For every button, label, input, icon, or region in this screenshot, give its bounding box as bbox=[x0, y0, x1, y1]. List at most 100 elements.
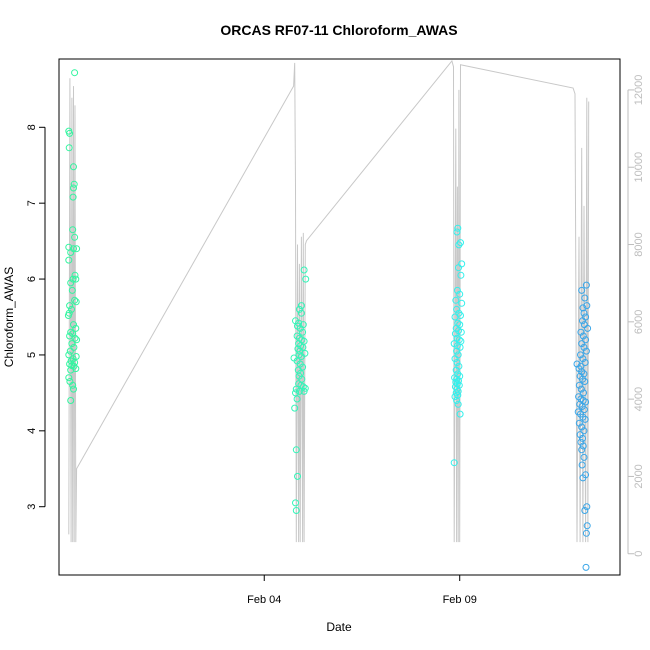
y-tick-label: 7 bbox=[26, 200, 38, 206]
data-point bbox=[453, 228, 461, 236]
data-point bbox=[451, 355, 459, 363]
y-tick-label: 4 bbox=[26, 428, 38, 434]
data-point bbox=[578, 461, 586, 469]
data-point bbox=[579, 434, 586, 442]
plot-frame bbox=[58, 58, 621, 576]
y-axis: 3 4 5 6 7 8 bbox=[26, 124, 46, 510]
data-point bbox=[458, 299, 466, 307]
data-point bbox=[580, 343, 588, 351]
data-point bbox=[580, 309, 588, 317]
data-point bbox=[577, 438, 585, 446]
data-point bbox=[65, 351, 73, 359]
data-point bbox=[582, 336, 590, 344]
data-point bbox=[451, 313, 459, 321]
data-point bbox=[71, 296, 79, 304]
data-point bbox=[297, 302, 305, 310]
x-tick-label: Feb 09 bbox=[443, 594, 477, 606]
data-point bbox=[578, 446, 586, 454]
data-point bbox=[297, 309, 305, 317]
data-point bbox=[582, 281, 590, 289]
secondary-y-tick-label: 2000 bbox=[633, 464, 645, 488]
data-point bbox=[579, 317, 586, 325]
data-point bbox=[450, 459, 458, 467]
data-point bbox=[69, 193, 77, 201]
x-tick-label: Feb 04 bbox=[247, 594, 281, 606]
data-point bbox=[455, 264, 462, 272]
data-point bbox=[580, 406, 588, 414]
y-tick-label: 5 bbox=[26, 352, 38, 358]
y-tick-label: 3 bbox=[26, 504, 38, 510]
data-point bbox=[581, 415, 589, 423]
data-point bbox=[72, 324, 80, 332]
data-point bbox=[297, 353, 305, 360]
data-point bbox=[454, 224, 462, 232]
data-point bbox=[71, 233, 79, 241]
data-point bbox=[576, 400, 584, 408]
data-point bbox=[575, 419, 583, 427]
data-point bbox=[70, 163, 77, 171]
data-point bbox=[69, 381, 77, 389]
data-point bbox=[300, 266, 308, 274]
secondary-y-tick-label: 4000 bbox=[633, 387, 645, 411]
data-point bbox=[453, 359, 461, 366]
data-point bbox=[577, 362, 585, 370]
data-point bbox=[72, 275, 80, 283]
data-point bbox=[579, 332, 587, 340]
data-point bbox=[67, 366, 75, 374]
data-point bbox=[72, 298, 80, 306]
x-axis-label: Date bbox=[326, 620, 352, 634]
data-point bbox=[579, 375, 586, 383]
data-point bbox=[580, 453, 588, 461]
altitude-trace-line bbox=[68, 59, 590, 543]
data-point bbox=[579, 474, 587, 482]
data-point bbox=[70, 321, 77, 329]
y-tick-label: 6 bbox=[26, 276, 38, 282]
data-point bbox=[302, 275, 310, 283]
data-point bbox=[70, 343, 78, 351]
data-point bbox=[452, 324, 460, 332]
data-point bbox=[581, 378, 589, 385]
data-point bbox=[70, 180, 78, 188]
data-point bbox=[69, 275, 77, 283]
data-point bbox=[68, 286, 76, 294]
data-point bbox=[294, 472, 301, 480]
data-point bbox=[293, 395, 301, 403]
data-point bbox=[295, 340, 303, 348]
data-point bbox=[67, 397, 75, 404]
data-point bbox=[66, 129, 74, 137]
data-point bbox=[577, 351, 584, 359]
data-point bbox=[71, 69, 79, 77]
data-point bbox=[451, 393, 459, 401]
data-point bbox=[577, 385, 585, 393]
data-point bbox=[452, 366, 460, 374]
data-point bbox=[71, 271, 79, 279]
data-point bbox=[453, 347, 461, 355]
data-point bbox=[65, 374, 73, 382]
data-point bbox=[295, 387, 303, 395]
data-point bbox=[292, 446, 300, 454]
y-tick-label: 8 bbox=[26, 124, 38, 130]
secondary-y-tick-label: 12000 bbox=[633, 75, 645, 106]
data-point bbox=[579, 442, 587, 450]
data-point bbox=[295, 305, 303, 313]
data-point bbox=[66, 347, 74, 355]
data-point bbox=[299, 383, 307, 391]
data-point bbox=[65, 256, 73, 264]
data-point bbox=[455, 241, 463, 249]
data-point bbox=[578, 340, 586, 348]
data-points-layer bbox=[64, 69, 592, 571]
data-point bbox=[580, 389, 588, 397]
data-point bbox=[582, 529, 590, 537]
data-point bbox=[296, 324, 304, 332]
data-point bbox=[574, 408, 582, 416]
data-point bbox=[71, 334, 79, 342]
secondary-y-tick-label: 8000 bbox=[633, 232, 645, 256]
secondary-y-tick-label: 6000 bbox=[633, 310, 645, 334]
data-point bbox=[584, 324, 592, 332]
data-point bbox=[579, 304, 587, 312]
data-point bbox=[67, 249, 75, 256]
x-axis: Feb 04 Feb 09 bbox=[247, 574, 477, 606]
data-point bbox=[456, 290, 464, 298]
data-point bbox=[578, 286, 586, 294]
